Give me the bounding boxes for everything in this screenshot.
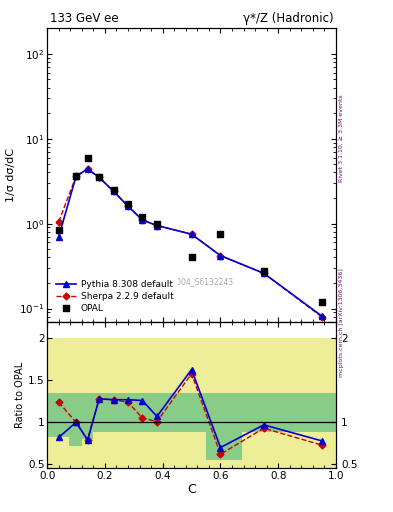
Pythia 8.308 default (126, 203, 130, 209)
Bar (107, 393, 121, 433)
Sherpa 2.2.9 default (111, 188, 116, 195)
Bar (121, 338, 135, 468)
OPAL (217, 230, 224, 238)
Sherpa 2.2.9 default (74, 173, 79, 179)
Text: OPAL_2004_S6132243: OPAL_2004_S6132243 (149, 278, 234, 287)
Bar (242, 338, 300, 468)
Sherpa 2.2.9 default (189, 231, 194, 237)
Bar (174, 393, 206, 433)
Bar (107, 338, 121, 468)
Bar (94, 393, 107, 433)
Pythia 8.308 default (97, 174, 101, 180)
Y-axis label: 1/σ dσ/dC: 1/σ dσ/dC (6, 148, 16, 202)
OPAL (140, 213, 146, 221)
Bar (47, 338, 69, 468)
OPAL (318, 297, 325, 306)
Sherpa 2.2.9 default (56, 219, 61, 225)
Bar (82, 393, 94, 439)
Sherpa 2.2.9 default (218, 252, 223, 259)
Pythia 8.308 default (189, 231, 194, 237)
Sherpa 2.2.9 default (261, 270, 266, 276)
Y-axis label: Ratio to OPAL: Ratio to OPAL (15, 362, 25, 428)
Bar (69, 393, 82, 446)
X-axis label: C: C (187, 483, 196, 496)
OPAL (84, 154, 91, 162)
Sherpa 2.2.9 default (85, 166, 90, 172)
Text: 133 GeV ee: 133 GeV ee (50, 12, 119, 25)
OPAL (96, 173, 102, 181)
Bar (121, 393, 135, 433)
Pythia 8.308 default (111, 188, 116, 195)
Line: Sherpa 2.2.9 default: Sherpa 2.2.9 default (56, 166, 324, 319)
Bar (150, 393, 174, 433)
Bar (150, 338, 174, 468)
Pythia 8.308 default (74, 173, 79, 179)
OPAL (125, 200, 131, 208)
Line: Pythia 8.308 default: Pythia 8.308 default (56, 166, 324, 318)
Pythia 8.308 default (154, 222, 159, 228)
Sherpa 2.2.9 default (140, 217, 145, 223)
Pythia 8.308 default (319, 313, 324, 319)
OPAL (73, 172, 79, 180)
Bar (300, 338, 336, 468)
Bar (69, 338, 82, 468)
Bar (135, 393, 150, 433)
Bar (135, 338, 150, 468)
Bar (206, 338, 242, 468)
Sherpa 2.2.9 default (154, 222, 159, 228)
OPAL (189, 253, 195, 262)
OPAL (55, 225, 62, 233)
Pythia 8.308 default (261, 270, 266, 276)
Text: γ*/Z (Hadronic): γ*/Z (Hadronic) (242, 12, 333, 25)
Text: mcplots.cern.ch [arXiv:1306.3436]: mcplots.cern.ch [arXiv:1306.3436] (339, 268, 344, 377)
Bar (300, 393, 336, 433)
Pythia 8.308 default (140, 217, 145, 223)
Sherpa 2.2.9 default (97, 174, 101, 180)
Legend: Pythia 8.308 default, Sherpa 2.2.9 default, OPAL: Pythia 8.308 default, Sherpa 2.2.9 defau… (51, 276, 178, 317)
OPAL (154, 220, 160, 228)
Pythia 8.308 default (85, 166, 90, 172)
Bar (174, 338, 206, 468)
Sherpa 2.2.9 default (126, 203, 130, 209)
Pythia 8.308 default (218, 252, 223, 259)
Bar (47, 393, 69, 437)
Bar (94, 338, 107, 468)
Text: Rivet 3.1.10, ≥ 3.3M events: Rivet 3.1.10, ≥ 3.3M events (339, 94, 344, 182)
Bar (82, 338, 94, 468)
Bar (206, 393, 242, 460)
Sherpa 2.2.9 default (319, 314, 324, 320)
Bar (242, 393, 300, 433)
OPAL (261, 266, 267, 274)
Pythia 8.308 default (56, 233, 61, 240)
OPAL (110, 186, 117, 194)
